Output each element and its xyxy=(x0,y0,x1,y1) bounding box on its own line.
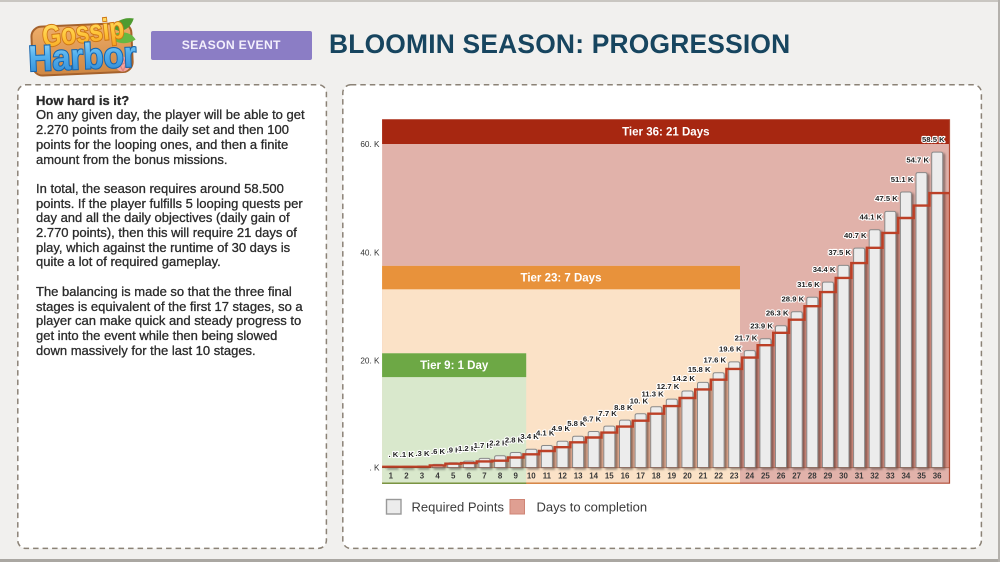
svg-text:8: 8 xyxy=(498,471,503,480)
svg-text:1.2 K: 1.2 K xyxy=(458,444,477,453)
svg-text:15: 15 xyxy=(605,471,614,480)
svg-text:34.4 K: 34.4 K xyxy=(813,265,836,274)
svg-text:24: 24 xyxy=(745,471,754,480)
svg-text:16: 16 xyxy=(621,471,630,480)
svg-text:14.2 K: 14.2 K xyxy=(672,374,695,383)
svg-text:33: 33 xyxy=(886,471,895,480)
svg-text:54.7 K: 54.7 K xyxy=(906,155,929,164)
svg-text:Tier 9: 1 Day: Tier 9: 1 Day xyxy=(420,360,489,372)
svg-text:37.5 K: 37.5 K xyxy=(828,248,851,257)
svg-text:26.3 K: 26.3 K xyxy=(766,309,789,318)
svg-text:20. K: 20. K xyxy=(360,357,380,366)
svg-text:Tier 36: 21 Days: Tier 36: 21 Days xyxy=(622,127,709,139)
svg-text:13: 13 xyxy=(574,471,583,480)
svg-text:60. K: 60. K xyxy=(360,140,380,149)
svg-text:26: 26 xyxy=(777,471,786,480)
svg-text:Harbor: Harbor xyxy=(28,33,138,79)
svg-text:.3 K: .3 K xyxy=(415,449,430,458)
svg-text:40.7 K: 40.7 K xyxy=(844,231,867,240)
svg-text:12.7 K: 12.7 K xyxy=(657,382,680,391)
svg-text:27: 27 xyxy=(792,471,801,480)
svg-text:21.7 K: 21.7 K xyxy=(735,333,758,342)
svg-text:28: 28 xyxy=(808,471,817,480)
svg-text:6: 6 xyxy=(467,471,472,480)
svg-text:17.6 K: 17.6 K xyxy=(703,356,726,365)
svg-text:Days to completion: Days to completion xyxy=(537,499,648,514)
svg-text:21: 21 xyxy=(699,471,708,480)
svg-text:5: 5 xyxy=(451,471,456,480)
svg-text:5.8 K: 5.8 K xyxy=(567,419,586,428)
svg-text:12: 12 xyxy=(558,471,567,480)
svg-text:1: 1 xyxy=(389,471,394,480)
svg-text:35: 35 xyxy=(917,471,926,480)
svg-text:7.7 K: 7.7 K xyxy=(598,409,617,418)
svg-text:.1 K: .1 K xyxy=(400,450,415,459)
svg-text:10: 10 xyxy=(527,471,536,480)
svg-text:4.1 K: 4.1 K xyxy=(536,428,555,437)
svg-text:18: 18 xyxy=(652,471,661,480)
svg-text:28.9 K: 28.9 K xyxy=(782,295,805,304)
svg-text:9: 9 xyxy=(514,471,519,480)
svg-text:23: 23 xyxy=(730,471,739,480)
svg-text:23.9 K: 23.9 K xyxy=(750,322,773,331)
svg-text:7: 7 xyxy=(482,471,487,480)
svg-text:25: 25 xyxy=(761,471,770,480)
svg-text:58.5 K: 58.5 K xyxy=(922,135,945,144)
svg-text:6.7 K: 6.7 K xyxy=(583,414,602,423)
svg-text:3.4 K: 3.4 K xyxy=(520,432,539,441)
svg-text:. K: . K xyxy=(388,450,398,459)
svg-text:2.8 K: 2.8 K xyxy=(505,435,524,444)
svg-text:10. K: 10. K xyxy=(630,397,649,406)
svg-text:. K: . K xyxy=(369,464,380,473)
svg-text:22: 22 xyxy=(714,471,723,480)
svg-text:.6 K: .6 K xyxy=(431,447,446,456)
svg-text:11: 11 xyxy=(543,471,552,480)
svg-text:32: 32 xyxy=(870,471,879,480)
svg-text:14: 14 xyxy=(589,471,598,480)
svg-text:51.1 K: 51.1 K xyxy=(891,175,914,184)
svg-text:2.2 K: 2.2 K xyxy=(489,439,508,448)
svg-text:40. K: 40. K xyxy=(360,249,380,258)
svg-text:Tier 23: 7 Days: Tier 23: 7 Days xyxy=(521,273,602,285)
svg-text:15.8 K: 15.8 K xyxy=(688,365,711,374)
svg-text:8.8 K: 8.8 K xyxy=(614,403,633,412)
svg-text:1.7 K: 1.7 K xyxy=(474,441,493,450)
svg-text:44.1 K: 44.1 K xyxy=(860,213,883,222)
svg-text:31.6 K: 31.6 K xyxy=(797,280,820,289)
svg-text:36: 36 xyxy=(933,471,942,480)
svg-text:17: 17 xyxy=(636,471,645,480)
svg-text:4: 4 xyxy=(435,471,440,480)
svg-text:3: 3 xyxy=(420,471,425,480)
svg-text:31: 31 xyxy=(855,471,864,480)
svg-text:Required Points: Required Points xyxy=(412,499,505,514)
svg-text:30: 30 xyxy=(839,471,848,480)
svg-text:29: 29 xyxy=(824,471,833,480)
svg-text:.9 K: .9 K xyxy=(447,446,462,455)
svg-text:19: 19 xyxy=(667,471,676,480)
svg-text:47.5 K: 47.5 K xyxy=(875,194,898,203)
svg-text:20: 20 xyxy=(683,471,692,480)
svg-text:4.9 K: 4.9 K xyxy=(552,424,571,433)
svg-text:34: 34 xyxy=(902,471,911,480)
svg-text:11.3 K: 11.3 K xyxy=(641,390,664,399)
svg-text:19.6 K: 19.6 K xyxy=(719,345,742,354)
svg-text:2: 2 xyxy=(404,471,409,480)
